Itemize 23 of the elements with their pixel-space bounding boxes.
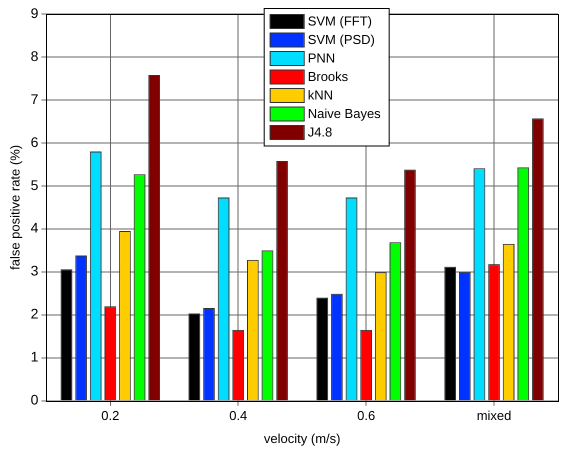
y-tick-label: 8: [30, 48, 39, 64]
legend-label: J4.8: [308, 124, 332, 140]
y-tick-label: 0: [30, 392, 39, 408]
y-axis-title: false positive rate (%): [7, 144, 22, 270]
legend-label: SVM (PSD): [308, 32, 375, 48]
y-tick-label: 9: [30, 4, 39, 21]
legend-label: SVM (FFT): [308, 14, 372, 29]
y-tick-label: 7: [30, 90, 39, 107]
x-axis-title: velocity (m/s): [264, 430, 340, 446]
y-tick-label: 4: [30, 220, 39, 236]
legend-label: Brooks: [308, 69, 349, 84]
x-tick-label: 0.4: [229, 408, 248, 424]
y-tick-label: 6: [30, 134, 39, 150]
legend-label: PNN: [308, 50, 336, 66]
x-tick-label: mixed: [476, 408, 512, 424]
x-tick-label: 0.2: [101, 408, 120, 424]
x-tick-label: 0.6: [357, 408, 376, 424]
legend-label: kNN: [308, 88, 333, 103]
y-tick-label: 2: [30, 306, 39, 322]
y-tick-label: 3: [30, 262, 39, 279]
y-tick-label: 5: [30, 176, 39, 193]
legend-label: Naive Bayes: [308, 106, 382, 122]
y-tick-label: 1: [30, 348, 39, 365]
